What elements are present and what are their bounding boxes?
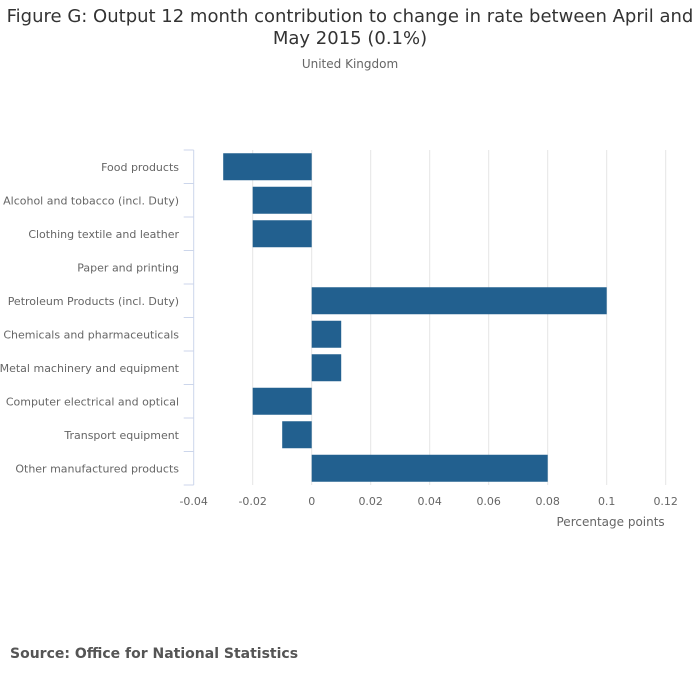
bar	[311, 287, 607, 315]
x-tick-label: 0.08	[535, 495, 560, 508]
y-tick-label: Alcohol and tobacco (incl. Duty)	[3, 194, 179, 207]
x-tick-label: 0.04	[417, 495, 442, 508]
x-tick-label: 0.12	[653, 495, 678, 508]
x-tick-label: 0.06	[476, 495, 501, 508]
x-tick-label: 0.02	[358, 495, 383, 508]
bar	[282, 421, 312, 449]
x-tick-label: 0	[308, 495, 315, 508]
y-tick-label: Metal machinery and equipment	[0, 362, 180, 375]
bar	[311, 320, 342, 348]
bar	[311, 454, 548, 482]
bar	[252, 387, 312, 415]
y-tick-label: Chemicals and pharmaceuticals	[3, 328, 179, 341]
y-tick-label: Computer electrical and optical	[6, 395, 179, 408]
chart-title: Figure G: Output 12 month contribution t…	[6, 6, 694, 49]
y-tick-label: Transport equipment	[63, 429, 179, 442]
x-tick-label: -0.02	[238, 495, 266, 508]
source-note: Source: Office for National Statistics	[10, 646, 299, 662]
y-tick-label: Food products	[101, 161, 179, 174]
bar	[252, 220, 312, 248]
bar	[252, 186, 312, 214]
x-tick-label: -0.04	[179, 495, 207, 508]
y-tick-label: Clothing textile and leather	[28, 228, 179, 241]
chart-subtitle: United Kingdom	[301, 57, 399, 71]
y-tick-label: Other manufactured products	[15, 462, 179, 475]
x-tick-label: 0.1	[598, 495, 616, 508]
bar-chart: -0.04 -0.02 0 0.02 0.04 0.06 0.08 0.1 0.12 Food p…	[0, 149, 678, 529]
x-axis-label: Percentage points	[557, 515, 665, 529]
y-tick-label: Petroleum Products (incl. Duty)	[8, 295, 179, 308]
bar	[311, 354, 342, 382]
y-tick-label: Paper and printing	[77, 261, 179, 274]
bar	[223, 153, 312, 181]
